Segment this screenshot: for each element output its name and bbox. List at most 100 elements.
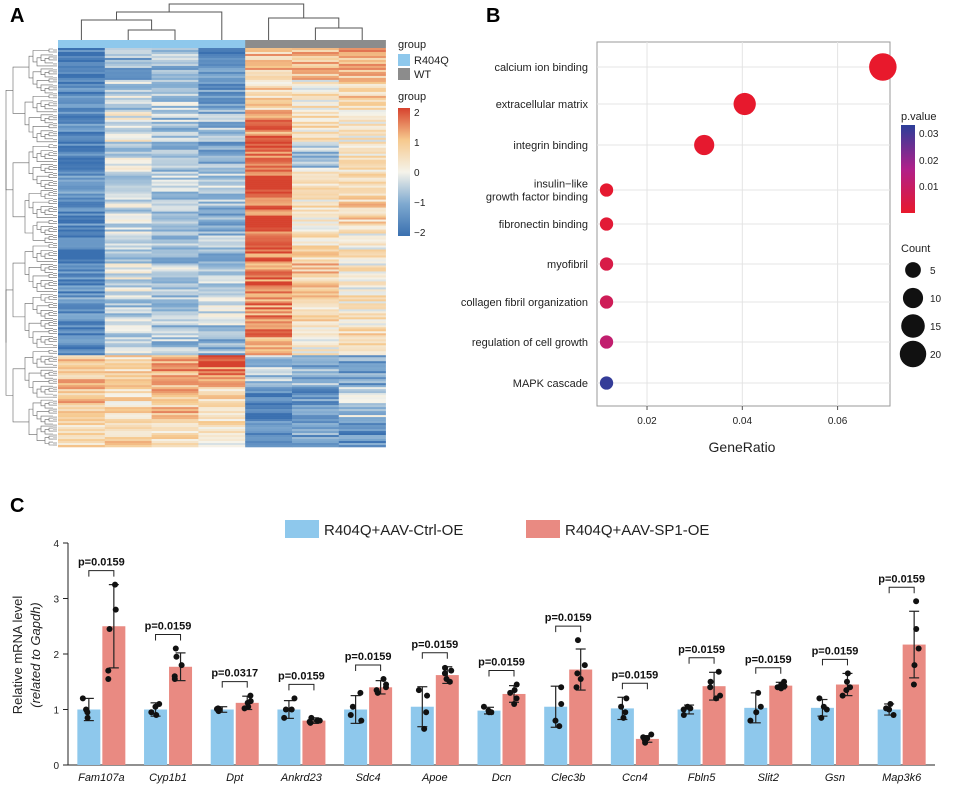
heatmap-cell xyxy=(245,71,293,75)
heatmap-cell xyxy=(58,71,106,75)
dendrogram-branch xyxy=(116,11,223,40)
heatmap-cell xyxy=(338,85,386,89)
heatmap-cell xyxy=(104,399,152,402)
heatmap-cell xyxy=(338,191,386,194)
heatmap-cell xyxy=(58,193,106,196)
heatmap-cell xyxy=(198,353,246,356)
heatmap-cell xyxy=(338,431,386,434)
heatmap-cell xyxy=(58,127,106,131)
heatmap-cell xyxy=(292,141,340,145)
ctrl-bar xyxy=(477,710,501,765)
heatmap-cell xyxy=(245,277,293,280)
heatmap-cell xyxy=(198,411,246,414)
heatmap-cell xyxy=(338,235,386,238)
heatmap-cell xyxy=(58,259,106,262)
heatmap-cell xyxy=(151,121,199,125)
heatmap-cell xyxy=(198,177,246,180)
heatmap-cell xyxy=(151,171,199,174)
heatmap-cell xyxy=(338,429,386,432)
heatmap-cell xyxy=(338,425,386,428)
heatmap-cell xyxy=(198,223,246,226)
heatmap-cell xyxy=(58,219,106,222)
ctrl-bar xyxy=(410,706,434,765)
heatmap-cell xyxy=(58,365,106,368)
heatmap-cell xyxy=(58,91,106,95)
data-point xyxy=(513,681,520,688)
data-point xyxy=(152,703,159,710)
heatmap-cell xyxy=(104,215,152,218)
heatmap-cell xyxy=(151,115,199,119)
heatmap-cell xyxy=(245,431,293,434)
heatmap-cell xyxy=(338,241,386,244)
heatmap-cell xyxy=(292,165,340,168)
heatmap-cell xyxy=(104,149,152,153)
heatmap-cell xyxy=(292,319,340,322)
heatmap-cell xyxy=(58,327,106,330)
heatmap-cell xyxy=(151,407,199,410)
heatmap-cell xyxy=(151,53,199,57)
heatmap-cell xyxy=(151,343,199,346)
heatmap-cell xyxy=(198,421,246,424)
heatmap-cell xyxy=(104,301,152,304)
data-point xyxy=(843,687,850,694)
heatmap-cell xyxy=(104,171,152,174)
heatmap-cell xyxy=(292,155,340,159)
data-point xyxy=(347,712,354,719)
heatmap-cell xyxy=(245,355,293,358)
heatmap-cell xyxy=(104,129,152,133)
heatmap-cell xyxy=(58,207,106,210)
heatmap-cell xyxy=(198,337,246,340)
data-point xyxy=(552,717,559,724)
heatmap-cell xyxy=(151,405,199,408)
heatmap-cell xyxy=(245,145,293,149)
heatmap-cell xyxy=(245,113,293,117)
heatmap-cell xyxy=(104,231,152,234)
heatmap-cell xyxy=(338,383,386,386)
heatmap-cell xyxy=(338,93,386,97)
heatmap-cell xyxy=(292,433,340,436)
heatmap-cell xyxy=(104,185,152,188)
heatmap-cell xyxy=(58,343,106,346)
heatmap-cell xyxy=(292,439,340,442)
heatmap-cell xyxy=(104,259,152,262)
heatmap-cell xyxy=(338,197,386,200)
heatmap-cell xyxy=(338,107,386,111)
heatmap-cell xyxy=(104,321,152,324)
heatmap-cell xyxy=(151,203,199,206)
heatmap-cell xyxy=(151,65,199,69)
heatmap-cell xyxy=(338,301,386,304)
heatmap-cell xyxy=(338,195,386,198)
heatmap-cell xyxy=(292,261,340,264)
heatmap-cell xyxy=(151,323,199,326)
heatmap-cell xyxy=(198,185,246,188)
heatmap-cell xyxy=(292,75,340,79)
heatmap-cell xyxy=(198,279,246,282)
heatmap-cell xyxy=(104,285,152,288)
heatmap-cell xyxy=(292,413,340,416)
dendrogram-branch xyxy=(48,152,53,157)
heatmap-cell xyxy=(245,101,293,105)
heatmap-cell xyxy=(338,231,386,234)
heatmap-cell xyxy=(338,441,386,444)
panel-c-letter: C xyxy=(10,495,24,517)
heatmap-cell xyxy=(245,389,293,392)
heatmap-cell xyxy=(151,103,199,107)
heatmap-cell xyxy=(198,101,246,105)
significance-bracket xyxy=(221,681,248,688)
heatmap-cell xyxy=(104,193,152,196)
heatmap-cell xyxy=(292,431,340,434)
dendrogram-branch xyxy=(268,17,340,40)
dendrogram-branch xyxy=(28,267,41,282)
heatmap-cell xyxy=(338,411,386,414)
heatmap-cell xyxy=(198,201,246,204)
heatmap-cell xyxy=(338,263,386,266)
dendrogram-branch xyxy=(5,89,13,191)
heatmap-cell xyxy=(104,243,152,246)
term-label: calcium ion binding xyxy=(494,62,588,74)
heatmap-cell xyxy=(245,301,293,304)
heatmap-cell xyxy=(292,289,340,292)
heatmap-cell xyxy=(104,389,152,392)
heatmap-cell xyxy=(198,129,246,133)
dendrogram-branch xyxy=(127,29,176,40)
